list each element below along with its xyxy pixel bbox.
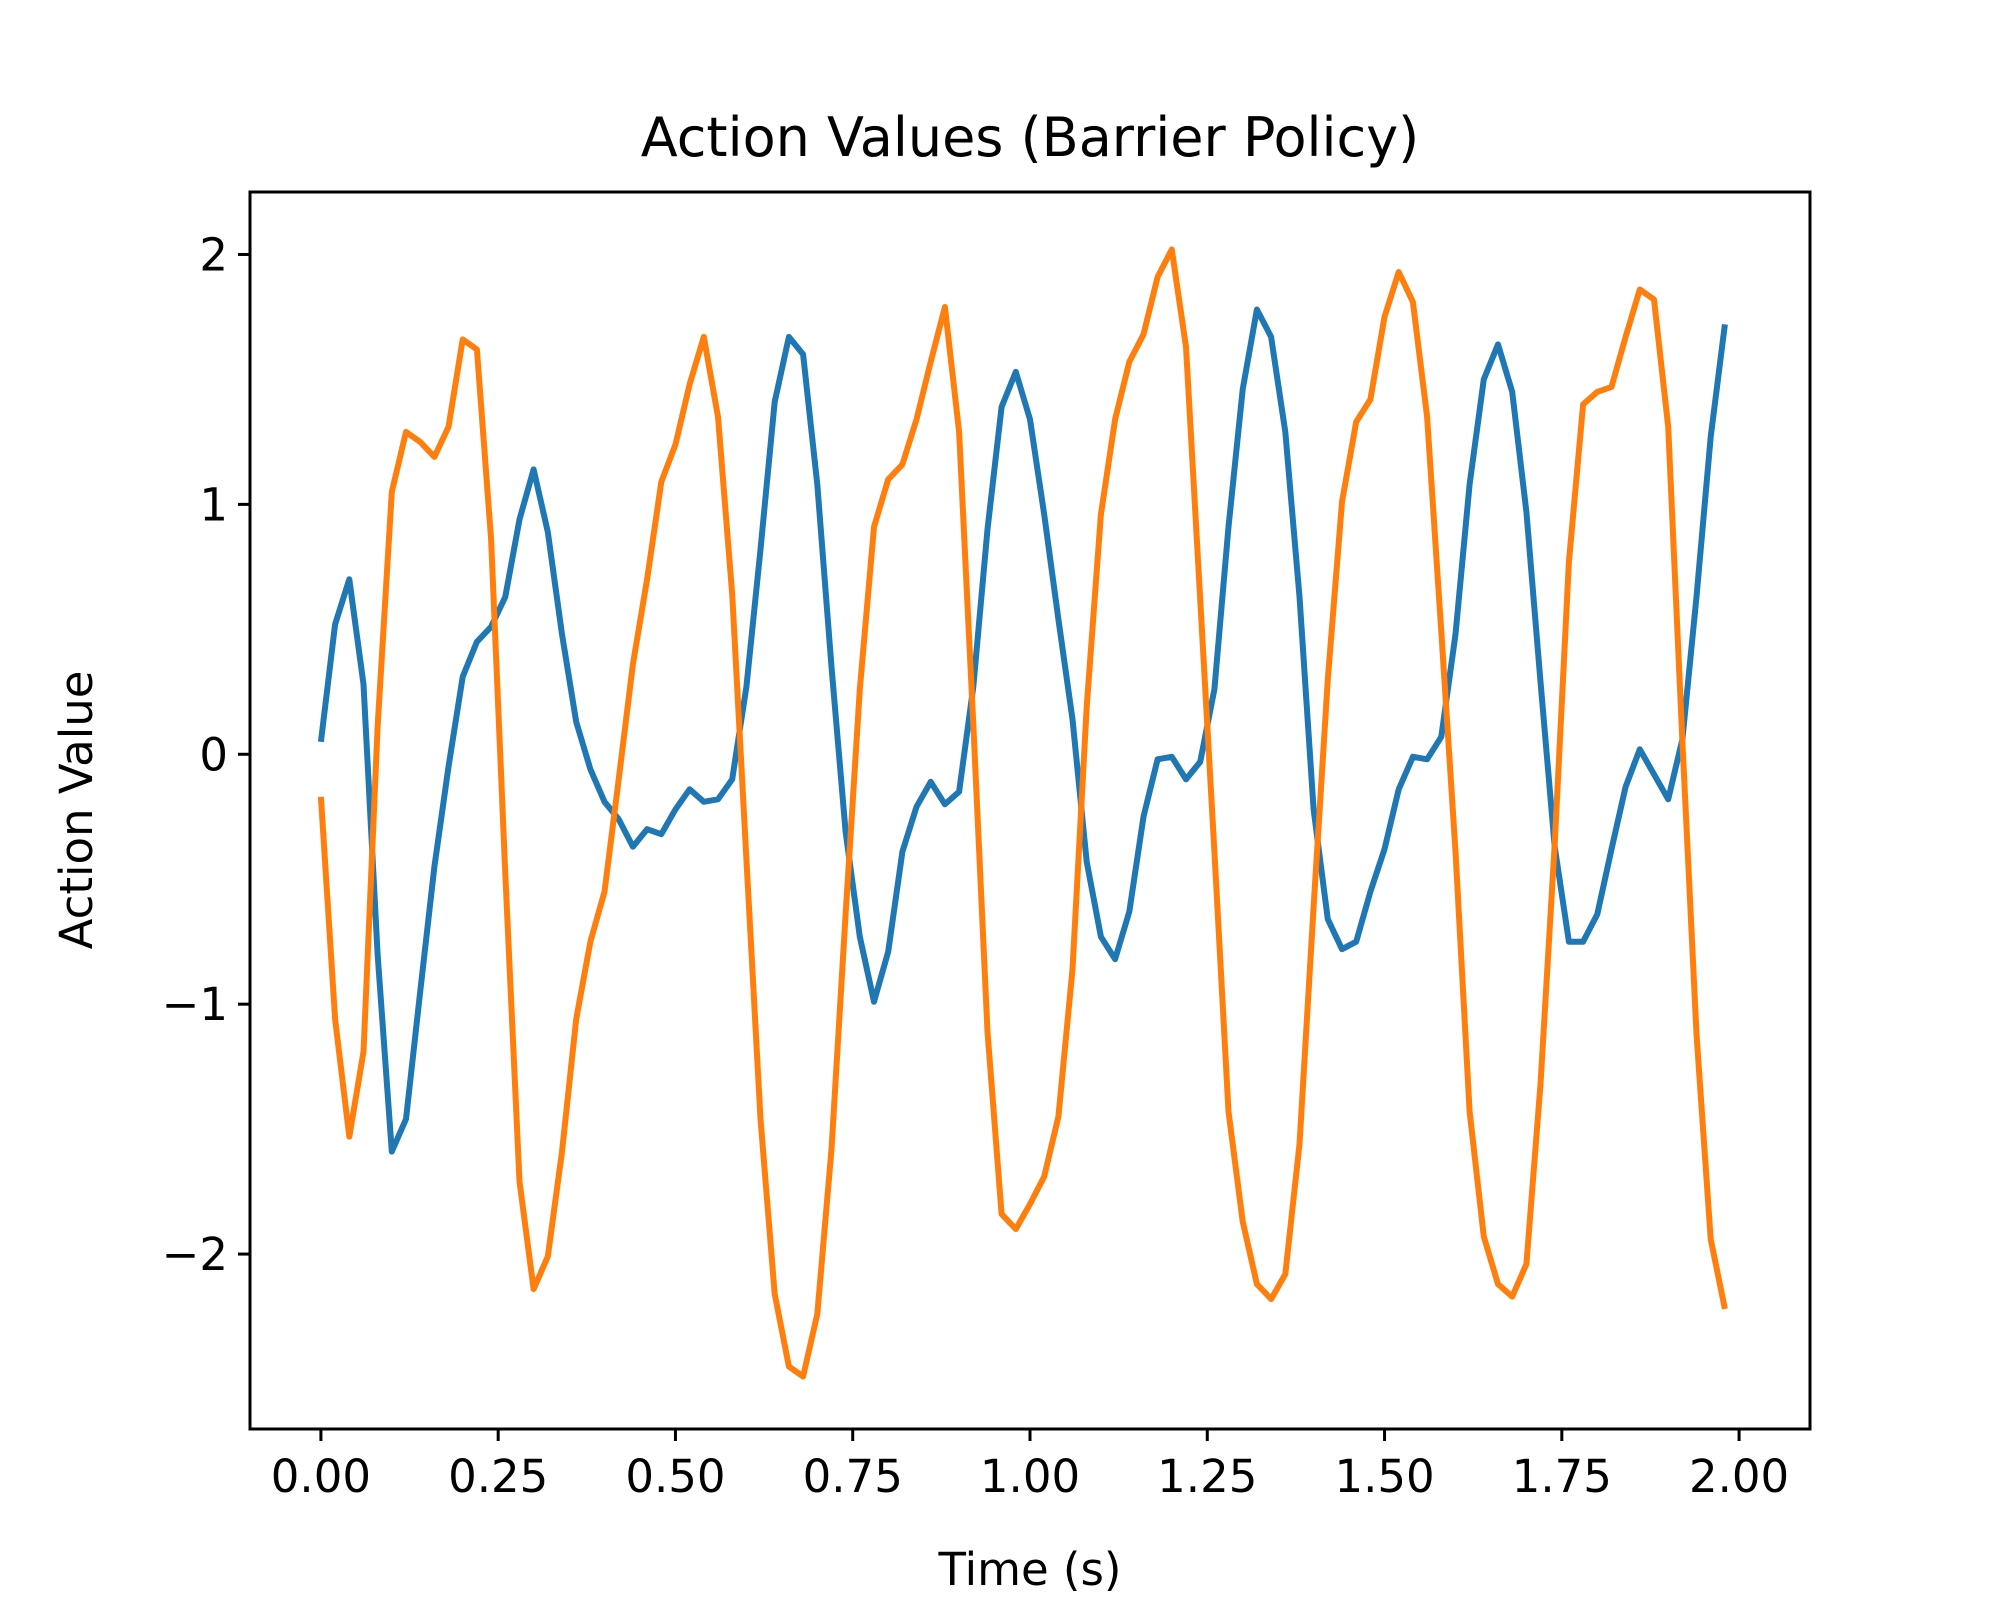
plot-area	[248, 190, 1812, 1431]
y-tick-label: 2	[199, 228, 228, 281]
series-1-line	[317, 306, 1728, 1155]
series-layer	[317, 246, 1728, 1380]
x-axis: 0.00 0.25 0.50 0.75 1.00 1.25 1.50 1.75 2.00	[271, 1429, 1789, 1503]
x-axis-label: Time (s)	[938, 1543, 1122, 1596]
y-tick-label: 0	[199, 728, 228, 781]
y-axis: −2 −1 0 1 2	[162, 228, 250, 1281]
series-2-line	[317, 246, 1728, 1380]
axes-frame	[248, 190, 1812, 1431]
x-tick-label: 0.00	[271, 1450, 371, 1503]
x-tick-label: 1.75	[1512, 1450, 1612, 1503]
y-tick-label: −2	[162, 1228, 228, 1281]
x-tick-label: 1.50	[1334, 1450, 1434, 1503]
x-tick-label: 2.00	[1689, 1450, 1789, 1503]
x-tick-label: 0.25	[448, 1450, 548, 1503]
y-tick-label: 1	[199, 478, 228, 531]
x-tick-label: 1.25	[1157, 1450, 1257, 1503]
y-tick-label: −1	[162, 978, 228, 1031]
x-tick-label: 1.00	[980, 1450, 1080, 1503]
chart-title: Action Values (Barrier Policy)	[641, 106, 1420, 169]
x-tick-label: 0.75	[803, 1450, 903, 1503]
y-axis-label: Action Value	[50, 671, 103, 950]
x-tick-label: 0.50	[625, 1450, 725, 1503]
